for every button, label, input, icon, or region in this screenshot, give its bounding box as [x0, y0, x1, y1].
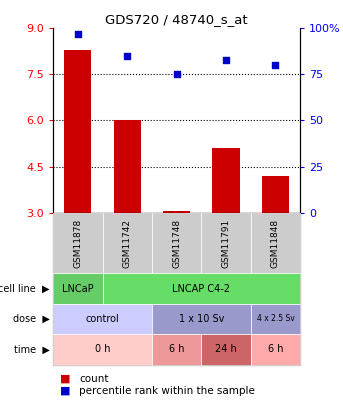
Text: time  ▶: time ▶: [14, 344, 50, 354]
Text: dose  ▶: dose ▶: [13, 314, 50, 324]
Text: GSM11848: GSM11848: [271, 218, 280, 268]
Text: count: count: [79, 374, 108, 384]
Text: GSM11878: GSM11878: [73, 218, 82, 268]
Text: ■: ■: [60, 386, 71, 396]
Text: GSM11748: GSM11748: [172, 218, 181, 268]
Text: control: control: [86, 314, 119, 324]
Text: LNCaP: LNCaP: [62, 284, 94, 294]
Point: [223, 56, 229, 63]
Point: [75, 31, 81, 37]
Bar: [64, 50, 92, 213]
Point: [125, 53, 130, 59]
Text: 6 h: 6 h: [169, 344, 185, 354]
Text: LNCAP C4-2: LNCAP C4-2: [172, 284, 230, 294]
Bar: [212, 148, 240, 213]
Bar: [163, 211, 190, 213]
Point: [273, 62, 278, 68]
Text: percentile rank within the sample: percentile rank within the sample: [79, 386, 255, 396]
Text: 6 h: 6 h: [268, 344, 283, 354]
Text: 4 x 2.5 Sv: 4 x 2.5 Sv: [257, 314, 294, 324]
Text: GSM11791: GSM11791: [222, 218, 230, 268]
Bar: [114, 120, 141, 213]
Point: [174, 71, 179, 78]
Text: GSM11742: GSM11742: [123, 219, 132, 267]
Text: 24 h: 24 h: [215, 344, 237, 354]
Bar: [262, 176, 289, 213]
Text: cell line  ▶: cell line ▶: [0, 284, 50, 294]
Text: 0 h: 0 h: [95, 344, 110, 354]
Text: ■: ■: [60, 374, 71, 384]
Text: 1 x 10 Sv: 1 x 10 Sv: [179, 314, 224, 324]
Title: GDS720 / 48740_s_at: GDS720 / 48740_s_at: [105, 13, 248, 26]
